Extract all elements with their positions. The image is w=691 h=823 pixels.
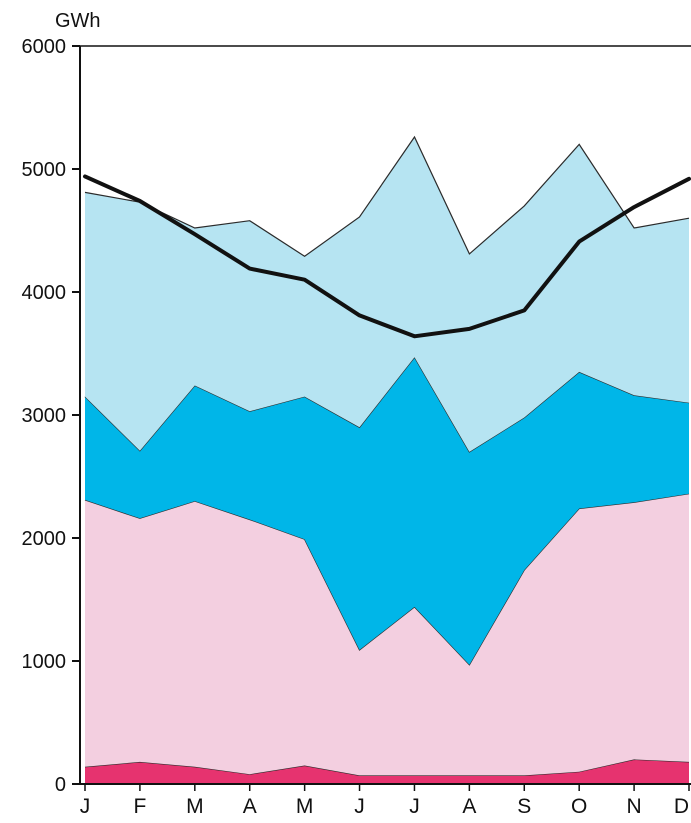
y-tick-label: 3000	[22, 405, 67, 427]
x-tick-label: F	[133, 795, 146, 818]
x-tick-label: A	[462, 795, 476, 818]
area-band-4	[85, 137, 689, 452]
x-tick-label: J	[354, 795, 365, 818]
x-tick-label: N	[627, 795, 642, 818]
x-tick-label: M	[186, 795, 204, 818]
x-tick-label: D	[674, 795, 689, 818]
area-band-4-edge	[84, 135, 690, 258]
area-band-3	[85, 357, 689, 665]
y-tick-label: 6000	[22, 36, 67, 58]
x-tick-label: J	[80, 795, 91, 818]
y-axis-title: GWh	[55, 10, 101, 32]
area-layers	[84, 135, 690, 784]
y-tick-label: 4000	[22, 282, 67, 304]
y-axis-ticks: 0 1000 2000 3000 4000 5000 6000	[22, 36, 80, 796]
y-tick-label: 2000	[22, 528, 67, 550]
total-line-layer	[83, 174, 691, 339]
x-tick-label: M	[296, 795, 314, 818]
y-tick-label: 1000	[22, 651, 67, 673]
x-tick-label: A	[243, 795, 257, 818]
area-band-2	[85, 493, 689, 776]
total-line	[83, 174, 691, 339]
x-tick-label: O	[571, 795, 587, 818]
y-tick-label: 0	[55, 774, 66, 796]
area-band-1	[85, 759, 689, 784]
x-tick-label: J	[409, 795, 420, 818]
x-tick-label: S	[517, 795, 531, 818]
y-tick-label: 5000	[22, 159, 67, 181]
